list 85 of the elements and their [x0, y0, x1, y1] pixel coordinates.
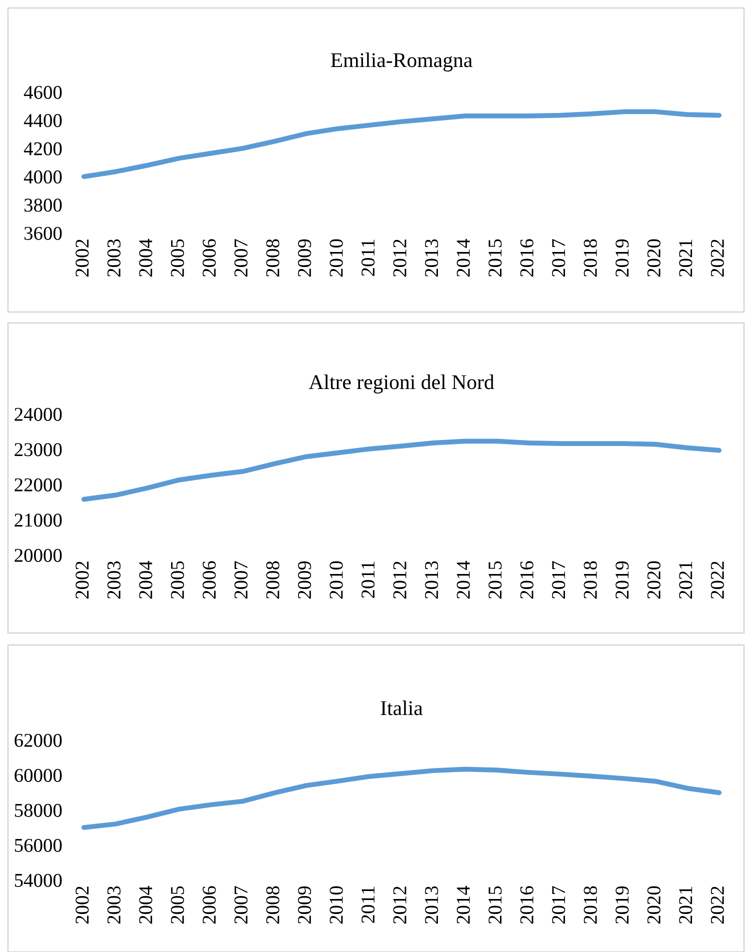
- y-tick-label: 20000: [14, 548, 62, 562]
- x-tick-label: 2016: [520, 561, 534, 599]
- x-tick-label: 2006: [202, 561, 216, 599]
- x-tick-label: 2020: [647, 561, 660, 599]
- x-tick-label: 2019: [616, 239, 629, 277]
- x-tick-label: 2015: [488, 886, 502, 924]
- x-tick-label: 2022: [710, 562, 724, 599]
- x-tick-label: 2013: [425, 239, 438, 277]
- x-tick-label: 2011: [361, 240, 375, 276]
- y-tick-label: 62000: [14, 734, 62, 747]
- x-tick-label: 2002: [76, 240, 89, 277]
- x-tick-label: 2011: [361, 562, 375, 598]
- x-tick-label: 2009: [298, 886, 312, 924]
- x-tick-label: 2021: [679, 886, 692, 924]
- x-tick-label: 2005: [170, 886, 184, 924]
- x-tick-label: 2004: [139, 560, 152, 599]
- x-tick-label: 2017: [552, 886, 566, 924]
- y-tick-label: 21000: [14, 514, 62, 527]
- x-tick-label: 2006: [202, 239, 216, 277]
- x-tick-label: 2014: [456, 560, 470, 599]
- y-tick-label: 23000: [14, 443, 62, 456]
- x-tick-label: 2019: [616, 561, 629, 599]
- x-tick-label: 2004: [139, 238, 152, 277]
- y-tick-label: 58000: [14, 804, 62, 817]
- chart-title: Altre regioni del Nord: [308, 374, 494, 394]
- y-tick-label: 4000: [24, 170, 62, 184]
- x-tick-label: 2014: [456, 886, 470, 924]
- y-tick-label: 4600: [24, 86, 62, 99]
- x-tick-label: 2015: [488, 561, 502, 599]
- x-tick-label: 2007: [234, 239, 248, 277]
- x-tick-label: 2022: [710, 240, 724, 277]
- chart-title: Italia: [380, 700, 423, 716]
- x-tick-label: 2012: [393, 240, 406, 277]
- x-tick-label: 2018: [584, 886, 597, 924]
- x-tick-label: 2008: [266, 239, 280, 277]
- y-tick-label: 4200: [24, 142, 62, 156]
- x-tick-label: 2010: [330, 239, 343, 277]
- x-tick-label: 2003: [107, 886, 121, 924]
- x-tick-label: 2008: [266, 561, 280, 599]
- x-tick-label: 2010: [330, 886, 343, 924]
- line-series: [81, 438, 722, 502]
- x-tick-label: 2009: [298, 561, 312, 599]
- x-tick-label: 2009: [298, 239, 312, 277]
- y-tick-label: 56000: [14, 838, 62, 852]
- x-tick-label: 2014: [456, 238, 470, 277]
- x-tick-label: 2005: [170, 561, 184, 599]
- x-tick-label: 2013: [425, 561, 438, 599]
- x-tick-label: 2018: [584, 239, 597, 277]
- x-tick-label: 2010: [330, 561, 343, 599]
- x-tick-label: 2015: [488, 239, 502, 277]
- x-tick-label: 2008: [266, 886, 280, 924]
- line-series: [81, 766, 722, 830]
- x-tick-label: 2021: [679, 562, 692, 599]
- y-tick-label: 22000: [14, 478, 62, 492]
- y-tick-label: 3800: [24, 198, 62, 212]
- x-tick-label: 2016: [520, 239, 534, 277]
- y-tick-label: 24000: [14, 408, 62, 421]
- x-tick-label: 2005: [170, 239, 184, 277]
- y-tick-label: 4400: [24, 114, 62, 128]
- x-tick-label: 2011: [361, 886, 375, 923]
- x-tick-label: 2003: [107, 561, 121, 599]
- x-tick-label: 2004: [139, 886, 152, 924]
- x-tick-label: 2019: [616, 886, 629, 924]
- chart-title: Emilia-Romagna: [330, 52, 472, 72]
- x-tick-label: 2017: [552, 239, 566, 277]
- line-series: [81, 109, 722, 180]
- x-tick-label: 2007: [234, 561, 248, 599]
- x-tick-label: 2002: [76, 562, 89, 599]
- x-tick-label: 2020: [647, 886, 660, 924]
- x-tick-label: 2003: [107, 239, 121, 277]
- x-tick-label: 2017: [552, 561, 566, 599]
- x-tick-label: 2020: [647, 239, 660, 277]
- y-tick-label: 54000: [14, 874, 62, 887]
- x-tick-label: 2012: [393, 886, 406, 924]
- x-tick-label: 2007: [234, 886, 248, 924]
- x-tick-label: 2018: [584, 561, 597, 599]
- x-tick-label: 2016: [520, 886, 534, 924]
- x-tick-label: 2006: [202, 886, 216, 924]
- x-tick-label: 2013: [425, 886, 438, 924]
- x-tick-label: 2021: [679, 240, 692, 277]
- x-tick-label: 2002: [76, 886, 89, 924]
- y-tick-label: 3600: [24, 226, 62, 240]
- x-tick-label: 2012: [393, 562, 406, 599]
- x-tick-label: 2022: [710, 886, 724, 924]
- y-tick-label: 60000: [14, 768, 62, 782]
